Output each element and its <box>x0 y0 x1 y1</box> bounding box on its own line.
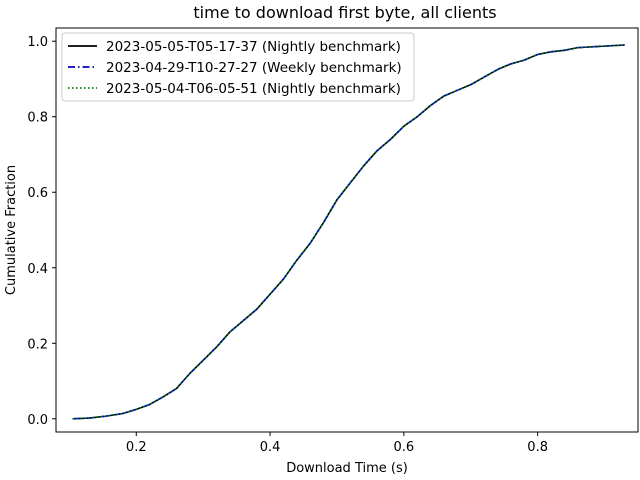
x-tick-label: 0.2 <box>126 440 147 455</box>
y-tick-label: 0.8 <box>27 111 48 126</box>
x-tick-label: 0.6 <box>394 440 415 455</box>
y-tick-label: 0.6 <box>27 186 48 201</box>
legend-label: 2023-05-04-T06-05-51 (Nightly benchmark) <box>106 81 401 97</box>
legend-frame <box>61 32 415 102</box>
legend-label: 2023-05-05-T05-17-37 (Nightly benchmark) <box>106 39 401 55</box>
x-tick-label: 0.4 <box>260 440 281 455</box>
x-axis-ticks: 0.2 0.4 0.6 0.8 <box>126 432 548 455</box>
plot-area <box>55 27 639 433</box>
y-tick-label: 0.2 <box>27 337 48 352</box>
legend-items: 2023-05-05-T05-17-37 (Nightly benchmark)… <box>68 39 402 97</box>
legend: 2023-05-05-T05-17-37 (Nightly benchmark)… <box>61 32 415 102</box>
y-axis-ticks: 0.0 0.2 0.4 0.6 0.8 1.0 <box>27 35 56 428</box>
series-layer <box>72 44 625 420</box>
y-tick-label: 0.0 <box>27 413 48 428</box>
plot-frame <box>55 27 639 433</box>
x-tick-label: 0.8 <box>527 440 548 455</box>
y-tick-label: 0.4 <box>27 262 48 277</box>
y-axis-label: Cumulative Fraction <box>4 165 19 295</box>
y-tick-label: 1.0 <box>27 35 48 50</box>
chart-title: time to download first byte, all clients <box>193 3 496 22</box>
series-line-3 <box>72 44 625 420</box>
legend-label: 2023-04-29-T10-27-27 (Weekly benchmark) <box>106 60 402 76</box>
x-axis-label: Download Time (s) <box>286 461 408 476</box>
